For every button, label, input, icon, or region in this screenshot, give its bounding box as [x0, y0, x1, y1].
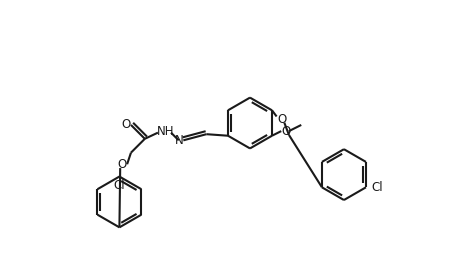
- Text: Cl: Cl: [371, 181, 382, 194]
- Text: Cl: Cl: [113, 179, 125, 192]
- Text: O: O: [118, 158, 127, 171]
- Text: N: N: [175, 134, 184, 147]
- Text: O: O: [121, 118, 130, 131]
- Text: O: O: [281, 125, 290, 137]
- Text: O: O: [277, 113, 287, 126]
- Text: NH: NH: [157, 125, 175, 137]
